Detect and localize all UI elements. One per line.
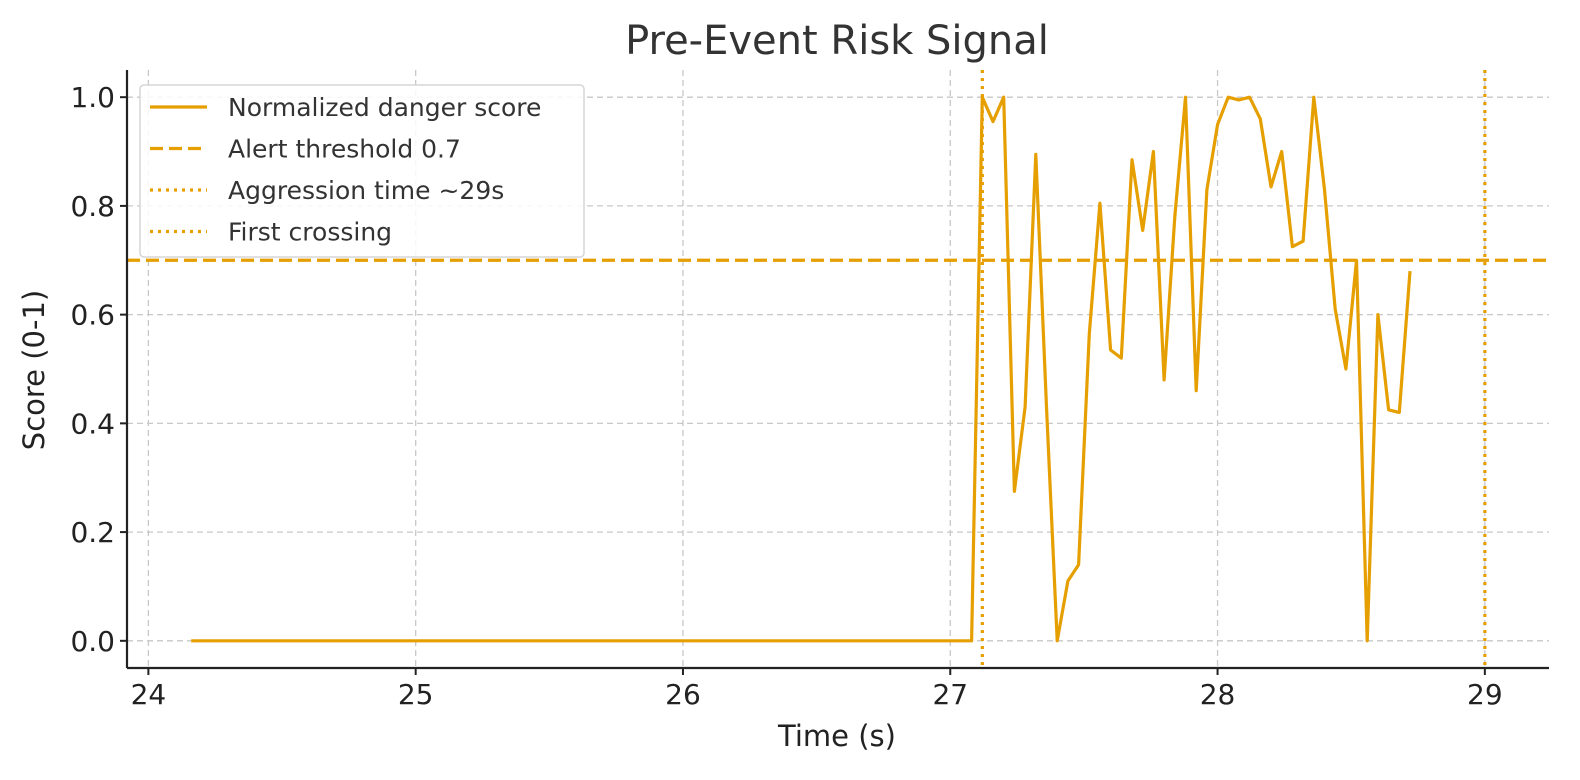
x-tick-label: 27: [932, 678, 968, 711]
y-tick-label: 0.8: [70, 190, 115, 223]
x-tick-label: 25: [398, 678, 434, 711]
x-tick-label: 26: [665, 678, 701, 711]
legend-label: First crossing: [228, 218, 392, 247]
legend: Normalized danger score Alert threshold 0…: [139, 84, 585, 258]
y-tick-label: 0.2: [70, 516, 115, 549]
legend-label: Alert threshold 0.7: [228, 135, 461, 164]
x-axis-label: Time (s): [777, 719, 896, 753]
axes: [120, 70, 1549, 675]
y-axis-label: Score (0-1): [17, 290, 51, 450]
danger-score-line: [191, 95, 1412, 643]
legend-label: Aggression time ~29s: [228, 176, 504, 205]
y-tick-label: 0.4: [70, 407, 115, 440]
y-tick-label: 1.0: [70, 81, 115, 114]
plot-area: [127, 70, 1549, 668]
x-tick-label: 29: [1467, 678, 1503, 711]
grid: [127, 70, 1549, 668]
legend-label: Normalized danger score: [228, 93, 541, 122]
tick-labels: 24 25 26 27 28 29 0.0 0.2 0.4 0.6 0.8 1.0: [70, 81, 1502, 711]
y-tick-label: 0.6: [70, 299, 115, 332]
x-tick-label: 24: [131, 678, 167, 711]
y-tick-label: 0.0: [70, 625, 115, 658]
legend-box: [139, 84, 585, 258]
x-tick-label: 28: [1200, 678, 1236, 711]
chart-title: Pre-Event Risk Signal: [625, 18, 1049, 64]
